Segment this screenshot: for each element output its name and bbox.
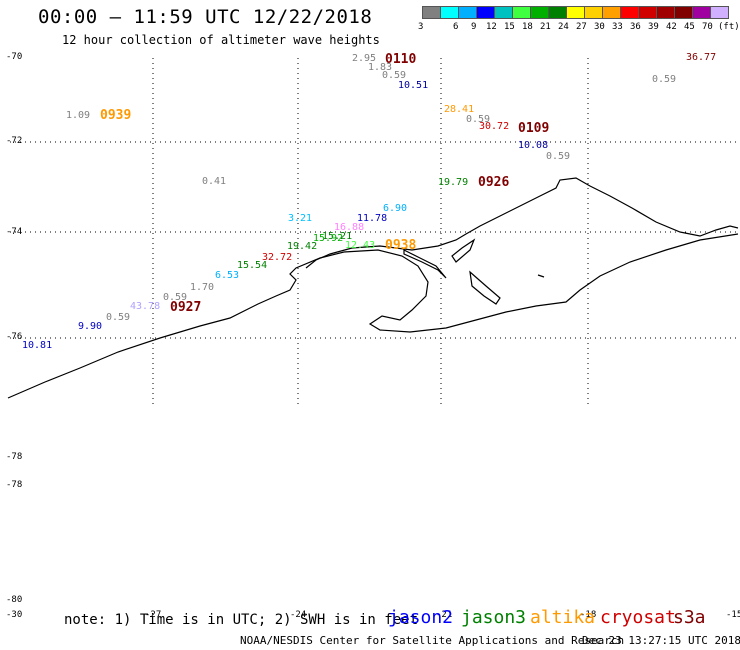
- satellite-jason2: jason2: [388, 607, 454, 628]
- observation-label: 1.70: [190, 282, 215, 293]
- observation-label: 3.21: [288, 213, 313, 224]
- observation-label: 0926: [478, 175, 510, 190]
- scale-label: 27: [576, 22, 587, 32]
- observation-label: 10.81: [22, 340, 53, 351]
- scale-label: 70: [702, 22, 713, 32]
- scale-label: 15: [504, 22, 515, 32]
- lat-label: -76: [6, 332, 23, 342]
- scale-label: 9: [471, 22, 477, 32]
- observation-label: 1.09: [66, 110, 91, 121]
- observation-label: 0110: [385, 52, 417, 67]
- lat-label: -72: [6, 136, 23, 146]
- observation-label: 0.59: [652, 74, 677, 85]
- observation-label: 10.08: [518, 140, 549, 151]
- observation-label: 2.95: [352, 53, 377, 64]
- observation-label: 30.72: [479, 121, 510, 132]
- scale-label: 45: [684, 22, 695, 32]
- coastline: [7, 177, 739, 399]
- scale-label: 21: [540, 22, 551, 32]
- lon-label: -15: [726, 610, 740, 620]
- observation-label: 12.43: [345, 240, 376, 251]
- satellite-jason3: jason3: [461, 607, 527, 628]
- observation-label: 10.51: [398, 80, 429, 91]
- lon-label: -24: [290, 610, 307, 620]
- scale-label: 39: [648, 22, 659, 32]
- lat-label: -74: [6, 227, 23, 237]
- observation-label: 32.72: [262, 252, 293, 263]
- observation-label: 36.77: [686, 52, 717, 63]
- color-scale-bar: [422, 6, 729, 19]
- scale-label: 24: [558, 22, 569, 32]
- lon-label: -21: [436, 610, 453, 620]
- observation-label: 0939: [100, 108, 132, 123]
- observation-label: 0.59: [466, 114, 491, 125]
- observation-label: 9.90: [78, 321, 103, 332]
- observation-label: 6.90: [383, 203, 408, 214]
- satellite-s3a: s3a: [673, 607, 706, 628]
- timestamp-text: Dec 23 13:27:15 UTC 2018: [582, 634, 740, 647]
- lon-label: -30: [6, 610, 23, 620]
- observation-label: 19.79: [438, 177, 469, 188]
- satellite-altika: altika: [530, 607, 596, 628]
- observation-label: 43.78: [130, 301, 161, 312]
- observation-label: 19.42: [287, 241, 318, 252]
- scale-label: 12: [486, 22, 497, 32]
- lon-label: -27: [145, 610, 162, 620]
- observation-label: 15.92: [313, 233, 344, 244]
- scale-label: 3: [418, 22, 424, 32]
- scale-label: 6: [453, 22, 459, 32]
- scale-label: 18: [522, 22, 533, 32]
- observation-label: 0.59: [106, 312, 131, 323]
- scale-label: 33: [612, 22, 623, 32]
- note-text: note: 1) Time is in UTC; 2) SWH is in fe…: [64, 612, 419, 628]
- scale-label: 30: [594, 22, 605, 32]
- color-swatch-16: [710, 6, 729, 19]
- observation-label: 6.53: [215, 270, 240, 281]
- lat-label: -78: [6, 452, 23, 462]
- scale-label: 42: [666, 22, 677, 32]
- observation-label: 28.41: [444, 104, 475, 115]
- observation-label: 15.54: [237, 260, 268, 271]
- observation-label: 1.83: [368, 62, 393, 73]
- scale-unit: (ft): [718, 22, 740, 32]
- observation-label: 0.41: [202, 176, 227, 187]
- lon-label: -18: [580, 610, 597, 620]
- map-subtitle: 12 hour collection of altimeter wave hei…: [62, 33, 380, 47]
- scale-label: 36: [630, 22, 641, 32]
- observation-label: 15.21: [322, 231, 353, 242]
- credit-text: NOAA/NESDIS Center for Satellite Applica…: [240, 634, 625, 647]
- observation-label: 0109: [518, 121, 550, 136]
- observation-label: 0.59: [163, 292, 188, 303]
- lat-label: -80: [6, 595, 23, 605]
- satellite-cryosat: cryosat: [600, 607, 676, 628]
- observation-label: 0.59: [382, 70, 407, 81]
- lat-label: -70: [6, 52, 23, 62]
- lat-label: -78: [6, 480, 23, 490]
- observation-label: 0927: [170, 300, 202, 315]
- graticule: [10, 58, 740, 408]
- observation-label: 11.78: [357, 213, 388, 224]
- map-title: 00:00 – 11:59 UTC 12/22/2018: [38, 6, 373, 28]
- observation-label: 16.88: [334, 222, 365, 233]
- observation-label: 0938: [385, 238, 417, 253]
- color-scale-labels: 3 6 9 12 15 18 21 24 27 30 33 36 39 42 4…: [418, 22, 740, 34]
- observation-label: 0.59: [546, 151, 571, 162]
